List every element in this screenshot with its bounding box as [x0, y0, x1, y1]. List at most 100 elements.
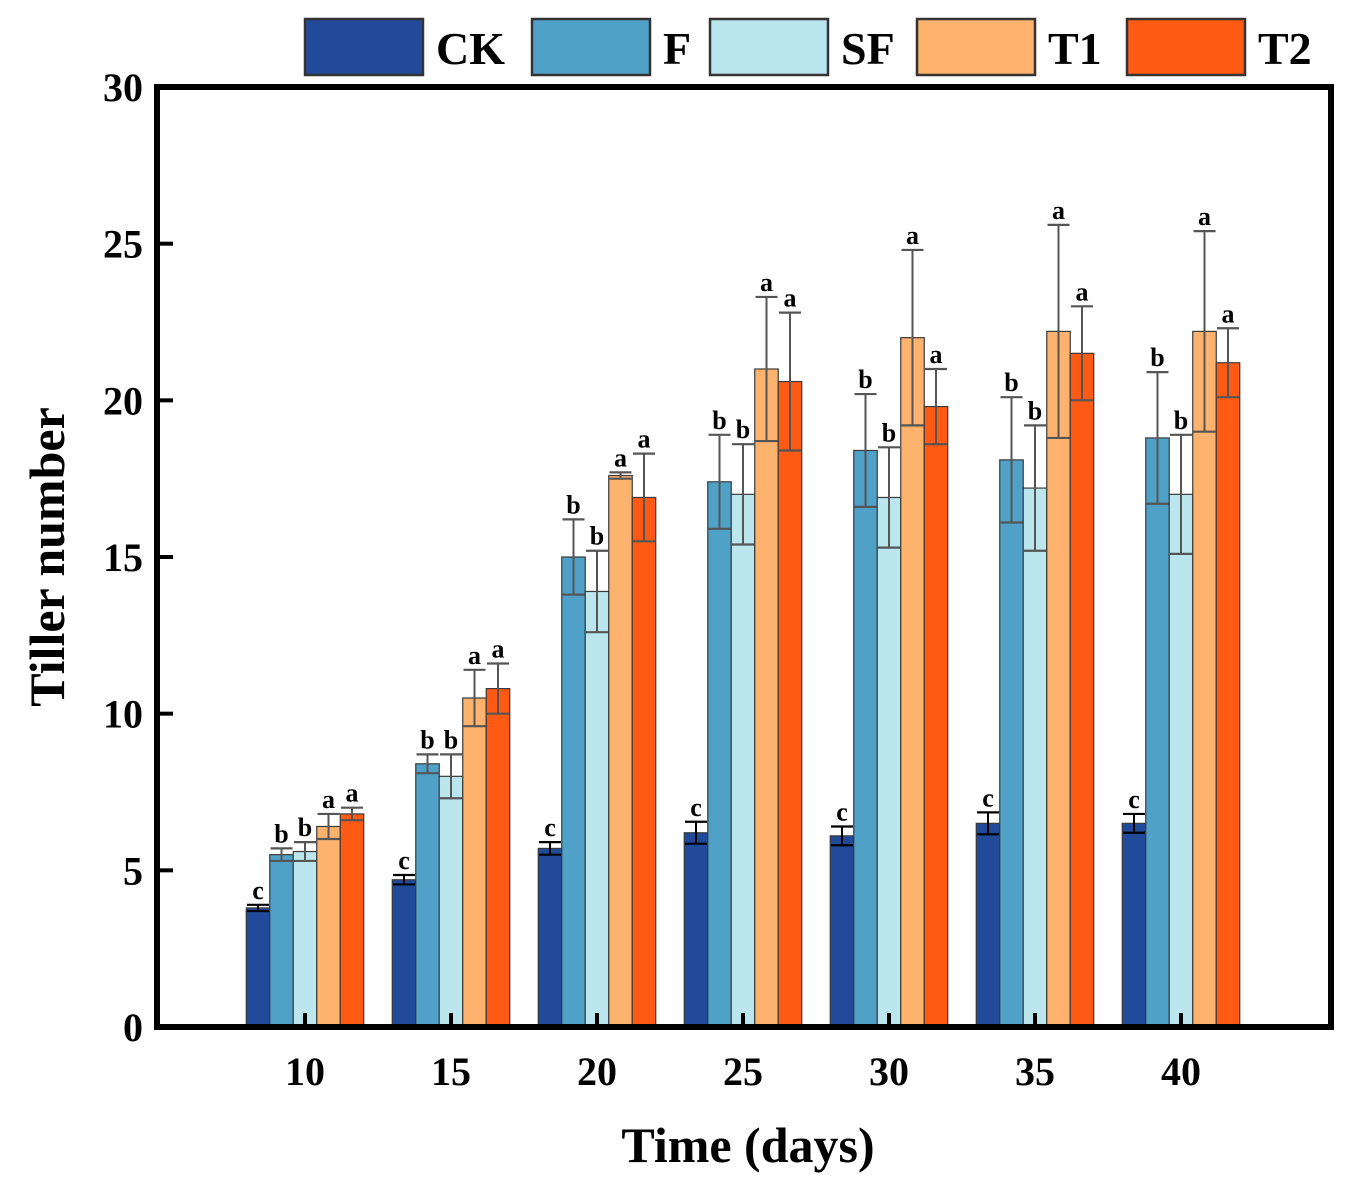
bar-F-15: [415, 763, 440, 1028]
significance-label: b: [1174, 406, 1188, 435]
x-tick-label: 20: [577, 1049, 617, 1094]
bar-SF-10: [292, 850, 318, 1028]
bar-T1-30: [900, 337, 925, 1028]
bar-T2-30: [923, 406, 949, 1028]
bar-T2-15: [485, 687, 511, 1028]
significance-label: b: [858, 365, 872, 394]
significance-label: c: [690, 793, 702, 822]
error-bars-layer: [247, 223, 1239, 913]
significance-label: b: [590, 522, 604, 551]
significance-label: c: [982, 783, 994, 812]
x-tick-label: 40: [1161, 1049, 1201, 1094]
y-tick-label: 30: [103, 65, 143, 110]
significance-label: a: [1222, 299, 1235, 328]
x-tick-label: 35: [1015, 1049, 1055, 1094]
legend-swatch: [915, 17, 1037, 77]
bar-T1-10: [316, 825, 341, 1028]
x-axis: 10 15 20 25 30 35 40: [285, 1013, 1201, 1094]
significance-label: c: [544, 813, 556, 842]
bar-SF-20: [584, 590, 610, 1028]
bar-CK-35: [975, 822, 1001, 1028]
significance-label: b: [566, 490, 580, 519]
bar-F-40: [1145, 437, 1170, 1028]
significance-label: a: [784, 284, 797, 313]
bar-CK-20: [537, 847, 563, 1028]
bar-T1-20: [608, 474, 633, 1028]
bar-CK-25: [683, 832, 709, 1028]
x-tick-label: 25: [723, 1049, 763, 1094]
bar-F-25: [707, 481, 732, 1028]
x-tick-label: 10: [285, 1049, 325, 1094]
y-axis-title: Tiller number: [19, 407, 75, 707]
legend-label: SF: [841, 23, 895, 74]
significance-label: b: [882, 418, 896, 447]
x-tick-label: 30: [869, 1049, 909, 1094]
legend: CK F SF T1 T2: [303, 17, 1312, 77]
bar-SF-25: [730, 493, 756, 1028]
significance-label: b: [1004, 368, 1018, 397]
significance-label: a: [468, 641, 481, 670]
legend-label: F: [663, 23, 691, 74]
significance-label: c: [252, 876, 264, 905]
legend-swatch: [708, 17, 830, 77]
significance-label: b: [420, 725, 434, 754]
significance-label: a: [1052, 196, 1065, 225]
bar-F-30: [853, 449, 878, 1028]
significance-label: b: [1028, 396, 1042, 425]
legend-label: T1: [1048, 23, 1102, 74]
significance-label: c: [1128, 785, 1140, 814]
significance-label: a: [1198, 202, 1211, 231]
bar-F-20: [561, 556, 586, 1028]
legend-swatch: [1125, 17, 1247, 77]
y-tick-label: 20: [103, 378, 143, 423]
significance-label: a: [1076, 277, 1089, 306]
significance-label: a: [492, 635, 505, 664]
bar-T1-40: [1192, 330, 1217, 1028]
significance-label: c: [398, 846, 410, 875]
significance-label: a: [930, 340, 943, 369]
significance-label: b: [444, 725, 458, 754]
significance-label: c: [836, 797, 848, 826]
legend-label: T2: [1258, 23, 1312, 74]
significance-label: b: [1150, 343, 1164, 372]
bar-T1-25: [754, 368, 779, 1028]
y-tick-label: 25: [103, 222, 143, 267]
significance-label: b: [712, 406, 726, 435]
legend-item-F: F: [530, 17, 691, 77]
y-tick-label: 15: [103, 535, 143, 580]
significance-label: a: [638, 425, 651, 454]
bar-SF-15: [438, 775, 464, 1028]
significance-label: a: [614, 443, 627, 472]
y-tick-label: 5: [123, 848, 143, 893]
y-tick-label: 10: [103, 692, 143, 737]
significance-label: a: [906, 221, 919, 250]
y-tick-label: 0: [123, 1005, 143, 1050]
legend-swatch: [530, 17, 652, 77]
legend-label: CK: [436, 23, 505, 74]
bar-F-35: [999, 459, 1024, 1028]
bar-SF-35: [1022, 487, 1048, 1028]
significance-label: a: [346, 779, 359, 808]
significance-label: a: [760, 268, 773, 297]
bar-T2-35: [1069, 352, 1095, 1028]
x-tick-label: 15: [431, 1049, 471, 1094]
legend-item-T2: T2: [1125, 17, 1312, 77]
bar-T2-20: [631, 496, 657, 1028]
y-axis: 0 5 10 15 20 25 30: [103, 65, 173, 1050]
bar-T1-15: [462, 697, 487, 1028]
bar-CK-30: [829, 835, 855, 1028]
legend-item-SF: SF: [708, 17, 895, 77]
legend-swatch: [303, 17, 425, 77]
significance-label: b: [274, 819, 288, 848]
bar-CK-40: [1121, 822, 1147, 1028]
bar-T2-40: [1215, 362, 1241, 1028]
significance-label: a: [322, 785, 335, 814]
significance-label: b: [298, 813, 312, 842]
significance-label: b: [736, 415, 750, 444]
bar-SF-30: [876, 496, 902, 1028]
bar-F-10: [269, 854, 294, 1028]
x-axis-title: Time (days): [621, 1117, 874, 1173]
bar-CK-15: [391, 879, 417, 1028]
